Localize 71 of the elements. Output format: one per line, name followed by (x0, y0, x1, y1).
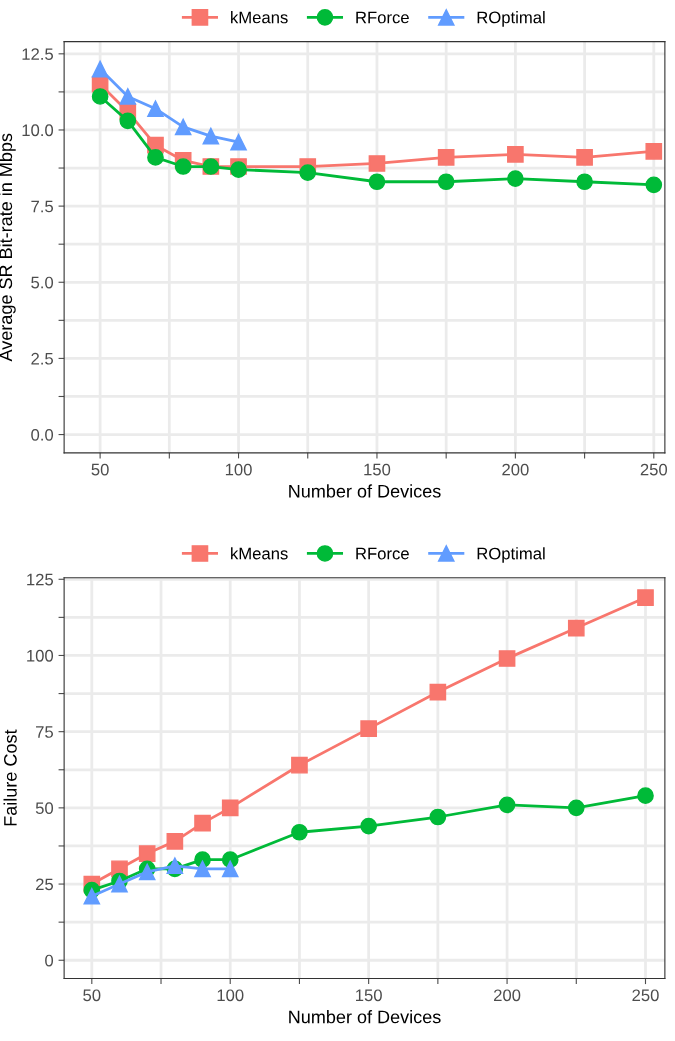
point (567, 619, 585, 637)
point (194, 814, 211, 832)
point (507, 146, 524, 163)
legend-label: ROptimal (477, 547, 545, 563)
point (83, 887, 101, 905)
y-tick-label: 7.5 (31, 200, 54, 213)
point (368, 155, 386, 172)
legend-label: RForce (356, 11, 409, 24)
x-tick-label: 100 (225, 463, 252, 476)
legend-label: kMeans (231, 11, 288, 24)
y-tick-label: 75 (36, 726, 54, 738)
point (291, 756, 308, 774)
y-tick-label: 0 (45, 954, 54, 967)
point (645, 142, 663, 160)
point (429, 683, 447, 701)
point (194, 860, 211, 878)
point (174, 158, 192, 175)
y-tick-label: 10.0 (22, 124, 54, 137)
point (91, 60, 109, 78)
y-tick-label: 100 (27, 649, 54, 662)
point (576, 149, 593, 166)
point (221, 799, 239, 817)
point (230, 133, 247, 151)
x-axis-title: Number of Devices (289, 1010, 441, 1024)
point (360, 817, 377, 835)
x-tick-label: 250 (640, 463, 668, 476)
x-tick-label: 250 (632, 989, 659, 1002)
y-tick-label: 25 (36, 878, 54, 891)
point (221, 860, 239, 878)
point (576, 173, 593, 191)
point (637, 787, 654, 805)
y-tick-label: 50 (35, 802, 54, 815)
point (299, 164, 317, 181)
point (498, 650, 516, 667)
point (507, 170, 524, 188)
point (498, 796, 516, 814)
legend-label: ROptimal (477, 11, 545, 27)
legend-label: RForce (356, 547, 409, 560)
x-tick-label: 200 (502, 463, 529, 476)
legend-label: kMeans (231, 547, 288, 560)
point (360, 720, 377, 737)
point (147, 149, 164, 166)
point (437, 149, 455, 166)
y-tick-label: 0.0 (31, 428, 54, 441)
point (202, 127, 220, 145)
x-tick-label: 50 (91, 463, 109, 476)
point (119, 112, 137, 130)
point (429, 808, 447, 826)
point (368, 173, 386, 191)
point (645, 176, 663, 194)
point (166, 833, 184, 850)
y-tick-label: 5.0 (31, 276, 54, 289)
y-axis-title: Failure Cost (3, 729, 17, 826)
point (119, 88, 137, 105)
point (138, 845, 156, 862)
point (291, 823, 308, 841)
x-tick-label: 200 (494, 989, 521, 1002)
point (637, 589, 654, 606)
point (91, 88, 109, 105)
point (174, 118, 192, 136)
point (437, 173, 455, 191)
y-tick-label: 125 (27, 573, 54, 586)
y-tick-label: 2.5 (31, 352, 54, 365)
x-tick-label: 150 (356, 989, 382, 1002)
x-axis-title: Number of Devices (289, 484, 441, 498)
x-tick-label: 50 (83, 989, 101, 1002)
y-tick-label: 12.5 (22, 48, 54, 61)
point (567, 799, 585, 817)
point (147, 100, 164, 117)
x-tick-label: 150 (364, 463, 391, 476)
x-tick-label: 100 (217, 989, 244, 1002)
